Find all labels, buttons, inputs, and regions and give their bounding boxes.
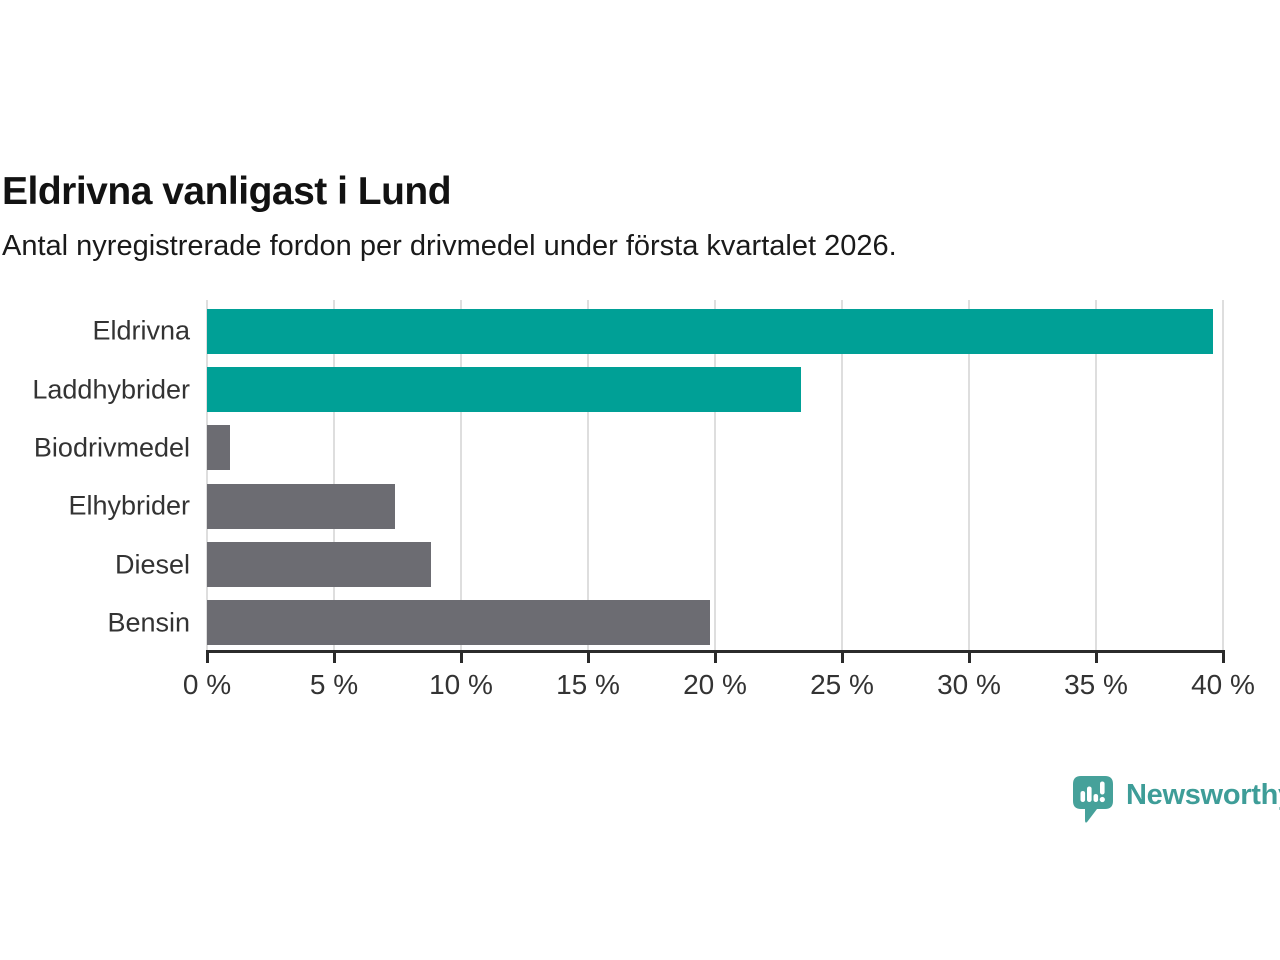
gridline: [460, 300, 462, 650]
x-tick: [1094, 653, 1098, 663]
x-tick-label: 40 %: [1191, 669, 1255, 700]
gridline: [587, 300, 589, 650]
x-tick-label: 20 %: [683, 669, 747, 700]
x-tick-label: 15 %: [556, 669, 620, 700]
x-tick: [840, 653, 844, 663]
bar-chart: Eldrivna vanligast i Lund Antal nyregist…: [2, 170, 1255, 700]
category-label-eldrivna: Eldrivna: [92, 315, 190, 346]
x-tick-label: 5 %: [309, 669, 359, 700]
category-label-biodrivmedel: Biodrivmedel: [33, 432, 190, 463]
gridline: [714, 300, 716, 650]
x-tick-label: 10 %: [429, 669, 493, 700]
x-tick: [1221, 653, 1225, 663]
category-label-laddhybrider: Laddhybrider: [32, 374, 190, 404]
x-tick: [205, 653, 209, 663]
x-tick: [332, 653, 336, 663]
x-tick: [459, 653, 463, 663]
bar-elhybrider: [207, 483, 395, 529]
bar-bensin: [207, 600, 710, 646]
x-tick-label: 25 %: [810, 669, 874, 700]
chart-title: Eldrivna vanligast i Lund: [2, 170, 452, 214]
gridline: [206, 300, 208, 650]
category-label-diesel: Diesel: [114, 549, 190, 579]
chart-subtitle: Antal nyregistrerade fordon per drivmede…: [2, 230, 897, 262]
gridline: [1222, 300, 1224, 650]
gridline: [841, 300, 843, 650]
gridline: [968, 300, 970, 650]
x-axis-line: [205, 650, 1225, 653]
x-tick: [713, 653, 717, 663]
x-tick-label: 30 %: [937, 669, 1001, 700]
bar-eldrivna: [207, 308, 1213, 354]
x-tick-label: 35 %: [1064, 669, 1128, 700]
newsworthy-logo: Newsworthy: [1072, 775, 1280, 825]
bar-laddhybrider: [207, 367, 802, 412]
newsworthy-wordmark: Newsworthy: [1126, 779, 1280, 811]
category-label-elhybrider: Elhybrider: [68, 490, 190, 521]
bar-chart-speech-bubble-icon: [1073, 776, 1113, 823]
gridline: [333, 300, 335, 650]
x-tick-label: 0 %: [182, 669, 232, 700]
category-label-bensin: Bensin: [107, 607, 190, 638]
plot-area: [206, 300, 1224, 650]
bar-diesel: [207, 542, 431, 587]
bar-biodrivmedel: [207, 425, 230, 471]
x-tick: [967, 653, 971, 663]
gridline: [1095, 300, 1097, 650]
x-tick: [586, 653, 590, 663]
